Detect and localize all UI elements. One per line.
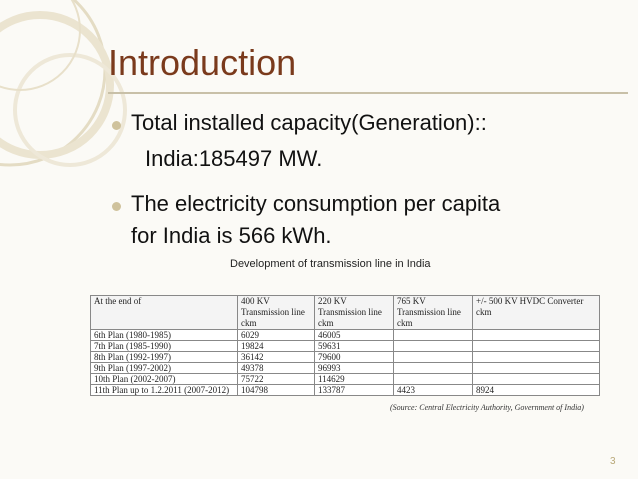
table-cell: 46005	[314, 329, 394, 341]
table-cell	[393, 351, 473, 363]
table-row: 9th Plan (1997-2002) 49378 96993	[90, 362, 600, 374]
table-row: 10th Plan (2002-2007) 75722 114629	[90, 373, 600, 385]
bullet-1-line-2: India:185497 MW.	[145, 146, 323, 171]
table-cell	[393, 362, 473, 374]
table-source-note: (Source: Central Electricity Authority, …	[390, 403, 584, 412]
table-cell: 6029	[237, 329, 315, 341]
table-cell: 9th Plan (1997-2002)	[90, 362, 238, 374]
table-cell: 79600	[314, 351, 394, 363]
table-cell: 104798	[237, 384, 315, 396]
table-row: 11th Plan up to 1.2.2011 (2007-2012) 104…	[90, 384, 600, 396]
table-cell	[393, 340, 473, 352]
page-number: 3	[610, 456, 616, 467]
table-cell: 4423	[393, 384, 473, 396]
table-cell: 114629	[314, 373, 394, 385]
table-caption: Development of transmission line in Indi…	[230, 258, 431, 270]
bullet-2-line-1: The electricity consumption per capita	[131, 191, 501, 216]
table-cell	[472, 373, 600, 385]
table-cell: 96993	[314, 362, 394, 374]
table-cell: 36142	[237, 351, 315, 363]
table-cell	[393, 373, 473, 385]
table-cell: 11th Plan up to 1.2.2011 (2007-2012)	[90, 384, 238, 396]
table-cell	[472, 340, 600, 352]
title-divider	[108, 92, 628, 94]
table-cell: 7th Plan (1985-1990)	[90, 340, 238, 352]
table-cell: 8924	[472, 384, 600, 396]
table-header-row: At the end of 400 KV Transmission line c…	[90, 295, 600, 330]
bullet-1-line-1: Total installed capacity(Generation)::	[131, 110, 487, 135]
table-cell: 19824	[237, 340, 315, 352]
column-header: +/- 500 KV HVDC Converter ckm	[472, 295, 600, 330]
transmission-table: At the end of 400 KV Transmission line c…	[90, 295, 600, 396]
table-row: 7th Plan (1985-1990) 19824 59631	[90, 340, 600, 352]
table-cell: 10th Plan (2002-2007)	[90, 373, 238, 385]
bullet-dot	[112, 121, 121, 130]
table-row: 6th Plan (1980-1985) 6029 46005	[90, 329, 600, 341]
bullet-dot	[112, 202, 121, 211]
column-header: 765 KV Transmission line ckm	[393, 295, 473, 330]
table-cell	[393, 329, 473, 341]
table-row: 8th Plan (1992-1997) 36142 79600	[90, 351, 600, 363]
decorative-circles	[0, 0, 127, 167]
table-cell: 133787	[314, 384, 394, 396]
bullet-2-line-2: for India is 566 kWh.	[131, 223, 332, 248]
slide-title: Introduction	[108, 42, 297, 83]
column-header: 220 KV Transmission line ckm	[314, 295, 394, 330]
table-cell	[472, 329, 600, 341]
column-header: At the end of	[90, 295, 238, 330]
table-cell: 49378	[237, 362, 315, 374]
table-cell: 8th Plan (1992-1997)	[90, 351, 238, 363]
table-cell: 6th Plan (1980-1985)	[90, 329, 238, 341]
table-cell: 75722	[237, 373, 315, 385]
column-header: 400 KV Transmission line ckm	[237, 295, 315, 330]
table-cell	[472, 351, 600, 363]
table-cell: 59631	[314, 340, 394, 352]
table-cell	[472, 362, 600, 374]
